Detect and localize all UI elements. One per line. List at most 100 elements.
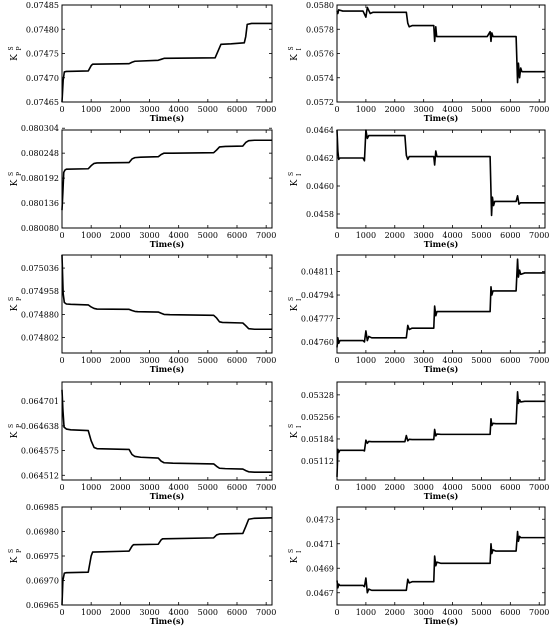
x-tick-label: 6000 (500, 356, 520, 365)
y-tick-label: 0.07485 (26, 1, 59, 10)
series-line (336, 258, 545, 348)
y-tick-label: 0.080304 (21, 124, 59, 133)
x-tick-label: 3000 (139, 105, 159, 114)
x-tick-label: 6000 (227, 483, 247, 492)
x-tick-label: 4000 (442, 608, 462, 617)
x-tick-label: 4000 (442, 483, 462, 492)
y-tick-label: 0.07465 (26, 98, 59, 107)
x-tick-label: 4000 (168, 231, 188, 240)
x-tick-label: 7000 (529, 356, 549, 365)
y-axis-label: KS P (8, 172, 23, 186)
x-tick-label: 4000 (442, 105, 462, 114)
x-tick-label: 7000 (529, 231, 549, 240)
x-tick-label: 1000 (81, 231, 101, 240)
y-tick-label: 0.080248 (21, 149, 59, 158)
series-line (61, 139, 272, 211)
y-axis-label-sub: I (296, 550, 303, 553)
x-tick-label: 2000 (385, 105, 405, 114)
y-tick-label: 0.06980 (26, 528, 59, 537)
y-tick-label: 0.0572 (306, 98, 334, 107)
y-tick-label: 0.04777 (301, 314, 334, 323)
series-line (336, 129, 545, 217)
x-tick-label: 1000 (81, 105, 101, 114)
plot-frame (61, 129, 273, 229)
y-tick-label: 0.074880 (21, 310, 59, 319)
y-axis-label-sub: I (296, 173, 303, 176)
chart-panel-4: 0 1000 2000 3000 4000 5000 6000 7000 0.0458 0.046… (288, 126, 549, 249)
x-tick-label: 7000 (529, 105, 549, 114)
y-axis-label-main: K (10, 54, 20, 61)
y-axis-label-sub: P (16, 297, 23, 301)
x-tick-label: 3000 (139, 356, 159, 365)
y-axis-label-sub: I (296, 48, 303, 51)
y-tick-label: 0.0464 (306, 126, 334, 135)
x-tick-label: 3000 (139, 608, 159, 617)
y-tick-label: 0.064512 (21, 471, 59, 480)
y-axis-label: KS I (288, 46, 303, 60)
series-line (61, 516, 273, 606)
chart-panel-10: 0 1000 2000 3000 4000 5000 6000 7000 0.0467 0.046… (288, 506, 549, 626)
x-tick-label: 2000 (385, 356, 405, 365)
y-tick-label: 0.080192 (21, 174, 59, 183)
y-axis-label-sub: P (16, 549, 23, 553)
series-line (61, 389, 272, 473)
y-axis-label: KS I (288, 297, 303, 311)
y-axis-label-main: K (10, 556, 20, 563)
y-axis-label: KS P (8, 297, 23, 311)
y-tick-label: 0.05184 (301, 435, 334, 444)
y-tick-label: 0.075036 (21, 264, 59, 273)
y-tick-label: 0.0578 (306, 25, 334, 34)
x-tick-label: 3000 (139, 483, 159, 492)
y-axis-label-main: K (290, 179, 300, 186)
x-tick-label: 5000 (471, 231, 491, 240)
y-axis-label: KS I (288, 549, 303, 563)
chart-panel-1: 0 1000 2000 3000 4000 5000 6000 7000 0.07465 0.07… (8, 1, 276, 123)
y-axis-label-sup: S (8, 172, 15, 176)
x-tick-label: 5000 (198, 356, 218, 365)
x-tick-label: 7000 (256, 608, 276, 617)
y-tick-label: 0.06985 (26, 503, 59, 512)
x-tick-label: 2000 (110, 483, 130, 492)
x-tick-label: 0 (59, 608, 64, 617)
x-tick-label: 3000 (413, 231, 433, 240)
series-line (61, 254, 272, 331)
y-tick-label: 0.04760 (301, 338, 334, 347)
x-axis-label: Time(s) (424, 364, 459, 374)
y-tick-label: 0.06975 (26, 552, 59, 561)
y-tick-label: 0.05256 (301, 413, 334, 422)
y-axis-label-main: K (10, 179, 20, 186)
y-tick-label: 0.06965 (26, 601, 59, 610)
x-axis-label: Time(s) (424, 113, 459, 123)
y-tick-label: 0.04811 (301, 268, 334, 277)
x-tick-label: 7000 (529, 483, 549, 492)
y-axis-label-sup: S (8, 46, 15, 50)
x-tick-label: 5000 (198, 105, 218, 114)
plot-frame (61, 254, 273, 354)
x-tick-label: 6000 (500, 105, 520, 114)
x-tick-label: 2000 (110, 608, 130, 617)
y-axis-label-main: K (290, 431, 300, 438)
x-axis-label: Time(s) (150, 616, 185, 626)
plot-frame (336, 506, 546, 606)
y-tick-label: 0.0469 (306, 564, 334, 573)
x-tick-label: 6000 (227, 105, 247, 114)
y-tick-label: 0.080080 (21, 224, 59, 233)
x-axis-label: Time(s) (150, 113, 185, 123)
x-tick-label: 0 (334, 105, 339, 114)
chart-panel-3: 0 1000 2000 3000 4000 5000 6000 7000 0.080080 0.0… (8, 124, 276, 249)
y-axis-label-main: K (10, 304, 20, 311)
x-tick-label: 2000 (385, 483, 405, 492)
x-tick-label: 4000 (168, 483, 188, 492)
series-line (336, 391, 545, 477)
y-axis-label-sup: S (8, 549, 15, 553)
y-tick-label: 0.064638 (21, 422, 59, 431)
y-axis-label-sub: P (16, 46, 23, 50)
y-tick-label: 0.0574 (306, 74, 334, 83)
y-axis-label-sup: S (288, 46, 295, 50)
series-line (336, 6, 545, 84)
y-axis-label-main: K (290, 556, 300, 563)
x-tick-label: 6000 (227, 608, 247, 617)
chart-panel-9: 0 1000 2000 3000 4000 5000 6000 7000 0.06965 0.06… (8, 503, 276, 626)
series-line (336, 530, 545, 594)
y-tick-label: 0.0462 (306, 154, 334, 163)
